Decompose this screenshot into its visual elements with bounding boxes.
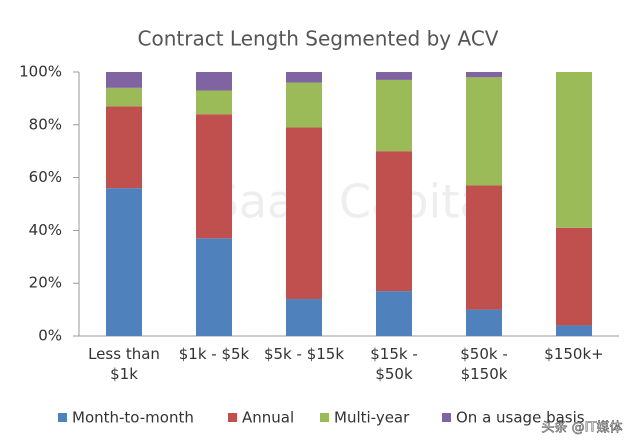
bar-segment [466,77,502,186]
y-tick-label: 100% [19,63,62,81]
bar-segment [196,238,232,336]
bar-segment [196,114,232,239]
bar-segment [286,299,322,336]
legend-label: On a usage basis [456,409,585,427]
watermark: SaaS Capital [210,175,501,229]
bar-segment [466,185,502,310]
bar-segment [556,227,592,326]
bar-segment [196,72,232,91]
legend-swatch [228,413,237,422]
bar-segment [556,72,592,228]
y-tick-label: 40% [29,221,62,239]
legend-label: Annual [242,409,294,427]
bar-segment [376,151,412,292]
x-tick-label: $1k - $5k [178,345,250,363]
bar-segment [466,309,502,336]
y-tick-label: 0% [38,327,62,345]
watermark: 头条 @IT媒体 [542,420,623,436]
x-tick-label: Less than $1k [88,345,160,383]
bar-segment [286,72,322,83]
legend-swatch [320,413,329,422]
legend-label: Multi-year [334,409,410,427]
bar-segment [106,87,142,107]
bar-segment [376,72,412,80]
x-tick-label: $150k+ [544,345,604,363]
y-tick-label: 80% [29,115,62,133]
legend-swatch [58,413,67,422]
bar-segment [196,90,232,115]
bar-segment [106,72,142,88]
x-tick-label: $15k - $50k [370,345,418,383]
chart-title: Contract Length Segmented by ACV [138,27,499,51]
x-tick-label: $5k - $15k [263,345,345,363]
legend-swatch [442,413,451,422]
bar-segment [286,127,322,300]
bar-segment [466,72,502,78]
x-tick-label: $50k - $150k [460,345,508,383]
legend-label: Month-to-month [72,409,194,427]
bar-segment [556,325,592,336]
y-tick-label: 20% [29,274,62,292]
bar-segment [376,79,412,152]
bar-segment [106,188,142,336]
bar-segment [286,82,322,128]
bar-segment [376,291,412,336]
y-tick-label: 60% [29,168,62,186]
bar-segment [106,106,142,189]
